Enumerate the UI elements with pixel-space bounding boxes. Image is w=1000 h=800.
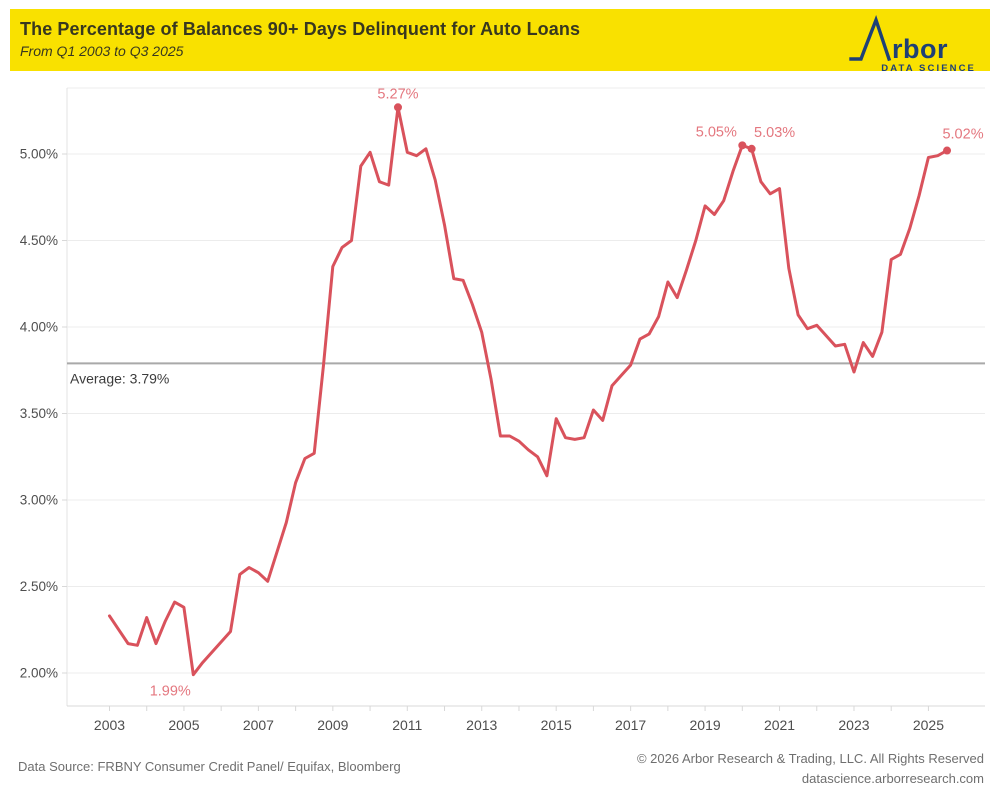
y-axis-tick-label: 2.50% — [20, 579, 58, 594]
y-axis-tick-label: 3.50% — [20, 406, 58, 421]
data-point-marker — [738, 141, 747, 150]
x-axis-year-label: 2013 — [466, 717, 497, 733]
copyright-block: © 2026 Arbor Research & Trading, LLC. Al… — [637, 749, 984, 789]
x-axis-year-label: 2023 — [838, 717, 869, 733]
data-source-note: Data Source: FRBNY Consumer Credit Panel… — [18, 759, 401, 774]
website-link[interactable]: datascience.arborresearch.com — [801, 771, 984, 786]
data-point-label: 5.03% — [754, 125, 795, 141]
data-point-label: 5.05% — [696, 124, 737, 140]
y-axis-tick-label: 5.00% — [20, 147, 58, 162]
data-point-marker — [747, 144, 756, 153]
y-axis-tick-label: 4.00% — [20, 320, 58, 335]
x-axis-year-label: 2009 — [317, 717, 348, 733]
x-axis-year-label: 2011 — [392, 717, 422, 733]
y-axis-tick-label: 4.50% — [20, 233, 58, 248]
y-axis-tick-label: 2.00% — [20, 666, 58, 681]
data-point-label: 5.27% — [377, 86, 418, 102]
arbor-logo: rbor DATA SCIENCE — [848, 15, 976, 74]
x-axis-year-label: 2015 — [541, 717, 572, 733]
x-axis-year-label: 2017 — [615, 717, 646, 733]
data-point-label: 1.99% — [150, 684, 191, 700]
page-subtitle: From Q1 2003 to Q3 2025 — [20, 43, 184, 59]
data-point-marker — [943, 146, 952, 155]
x-axis-year-label: 2025 — [913, 717, 944, 733]
x-axis-year-label: 2007 — [243, 717, 274, 733]
logo-tagline: DATA SCIENCE — [881, 63, 976, 74]
data-point-marker — [393, 103, 402, 112]
copyright-text: © 2026 Arbor Research & Trading, LLC. Al… — [636, 751, 984, 766]
header-banner: The Percentage of Balances 90+ Days Deli… — [10, 9, 990, 74]
data-point-label: 5.02% — [942, 127, 983, 143]
y-axis-tick-label: 3.00% — [20, 493, 58, 508]
line-peak-icon — [849, 15, 892, 62]
page-title: The Percentage of Balances 90+ Days Deli… — [20, 19, 581, 39]
logo-wordmark: rbor — [892, 34, 948, 64]
series-line — [108, 105, 949, 677]
x-axis-year-label: 2021 — [764, 717, 795, 733]
x-axis-year-label: 2003 — [94, 717, 125, 733]
x-axis-year-label: 2005 — [168, 717, 199, 733]
average-line-label: Average: 3.79% — [70, 370, 169, 386]
x-axis-year-label: 2019 — [690, 717, 721, 733]
